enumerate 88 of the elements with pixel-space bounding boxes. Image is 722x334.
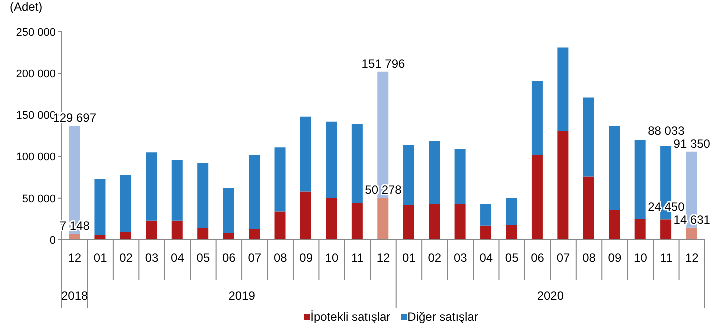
bar	[274, 148, 286, 212]
bar	[94, 179, 106, 236]
bar	[198, 163, 209, 228]
text: 2019	[228, 289, 256, 303]
bar	[352, 203, 363, 240]
bar	[352, 124, 363, 204]
y-tick-label: 100 000	[16, 152, 56, 164]
bar	[249, 229, 260, 240]
y-axis-title: (Adet)	[10, 0, 43, 14]
y-tick-label: 250 000	[16, 26, 56, 39]
x-tick-label: 02	[120, 251, 134, 265]
bar	[223, 233, 234, 240]
y-tick-label: 50 000	[22, 193, 56, 206]
bar	[69, 234, 80, 240]
bar	[120, 232, 132, 240]
bar	[609, 210, 620, 240]
data-label: 88 033	[648, 124, 686, 138]
bar	[94, 235, 106, 240]
bar	[454, 204, 466, 240]
bar	[583, 176, 594, 240]
x-tick-label: 03	[145, 251, 160, 265]
x-tick-label: 04	[171, 251, 185, 265]
bar	[146, 220, 158, 240]
data-label: 14 631	[674, 212, 711, 227]
x-tick-label: 08	[274, 251, 288, 265]
bar	[249, 155, 260, 230]
bar	[120, 175, 132, 233]
x-tick-label: 07	[248, 251, 262, 265]
text: 2018	[62, 289, 89, 303]
bar	[609, 126, 620, 210]
bar	[558, 48, 569, 132]
bar	[634, 219, 646, 240]
bar	[480, 204, 492, 226]
bar	[172, 220, 183, 240]
bar	[172, 160, 183, 221]
bar	[429, 140, 440, 204]
bar	[429, 204, 440, 240]
bar	[223, 188, 234, 234]
text: 2020	[537, 289, 564, 303]
x-tick-label: 01	[402, 251, 416, 265]
bar	[403, 145, 414, 206]
bar	[506, 225, 518, 240]
x-tick-label: 04	[480, 251, 494, 265]
bar	[506, 198, 518, 226]
x-tick-label: 09	[608, 251, 622, 265]
bar	[532, 155, 543, 240]
bar	[454, 149, 466, 204]
bar	[326, 198, 338, 240]
y-tick-label: 0	[50, 234, 56, 247]
y-tick-label: 200 000	[16, 68, 56, 81]
bar	[378, 198, 389, 240]
bar	[634, 140, 646, 220]
x-tick-label: 08	[582, 251, 596, 265]
bar	[300, 192, 312, 240]
bar	[198, 228, 209, 240]
bar	[558, 131, 569, 240]
x-tick-label: 03	[454, 251, 468, 265]
x-tick-label: 05	[196, 251, 210, 265]
bar	[403, 205, 414, 240]
x-tick-label: 10	[634, 251, 648, 265]
x-tick-label: 05	[505, 251, 520, 265]
data-label: 151 796	[362, 56, 406, 71]
x-tick-label: 01	[94, 251, 108, 265]
bar	[146, 152, 158, 221]
legend-label: İpotekli satışlar	[310, 310, 391, 324]
data-label: 50 278	[365, 183, 402, 198]
x-tick-label: 12	[685, 251, 700, 265]
data-label: 91 350	[674, 136, 711, 151]
bar	[686, 228, 698, 240]
x-tick-label: 06	[531, 251, 545, 265]
bar	[583, 98, 594, 177]
data-label: 7 148	[60, 219, 90, 234]
bar	[274, 212, 286, 240]
x-tick-label: 06	[222, 251, 236, 265]
bar	[480, 226, 492, 240]
x-tick-label: 12	[376, 251, 390, 265]
x-tick-label: 11	[352, 251, 364, 265]
bar	[532, 81, 543, 156]
x-tick-label: 02	[428, 251, 442, 265]
legend-label: Diğer satışlar	[406, 310, 478, 324]
x-tick-label: 12	[68, 251, 82, 265]
bar	[300, 116, 312, 192]
x-tick-label: 10	[325, 251, 340, 265]
x-tick-label: 09	[300, 251, 314, 265]
bar	[326, 122, 338, 198]
x-tick-label: 07	[556, 251, 571, 265]
x-tick-label: 11	[660, 251, 673, 265]
bar	[660, 220, 672, 240]
